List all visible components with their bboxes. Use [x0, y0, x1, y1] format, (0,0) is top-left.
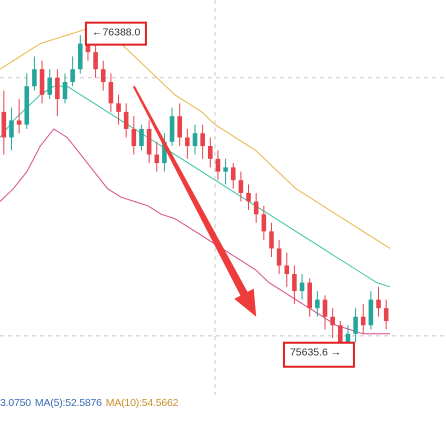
volume-value: 3.0750: [0, 397, 31, 409]
candle-body-16: [123, 111, 129, 129]
volume-ma10: MA(10):54.5662: [105, 397, 179, 409]
candle-body-46: [353, 316, 358, 334]
low-marker-box: [282, 341, 355, 368]
candle-body-34: [261, 214, 267, 232]
candle-body-45: [345, 333, 351, 343]
candle-body-1: [9, 120, 14, 138]
candle-body-0: [1, 111, 7, 138]
candle-body-28: [215, 158, 221, 172]
candle-body-6: [47, 77, 52, 95]
candle-body-25: [192, 133, 198, 147]
series-line-1: [0, 85, 391, 288]
candle-body-9: [70, 69, 75, 83]
candle-body-29: [223, 167, 228, 172]
candle-body-43: [330, 316, 335, 326]
candle-body-32: [246, 192, 251, 202]
candles: [1, 31, 389, 353]
candle-body-35: [269, 231, 274, 249]
annotation-arrow: [132, 85, 257, 317]
arrow-shape: [132, 85, 257, 317]
candle-body-49: [376, 299, 381, 309]
candle-body-15: [116, 103, 121, 112]
candle-body-30: [230, 167, 236, 181]
candle-body-36: [276, 248, 282, 266]
volume-ma5: MA(5):52.5876: [34, 397, 102, 409]
volume-indicator-row: 3.0750 MA(5):52.5876 MA(10):54.5662: [0, 397, 182, 409]
candle-body-20: [154, 154, 160, 164]
candle-body-11: [85, 43, 91, 53]
candle-body-26: [200, 133, 205, 147]
candle-body-37: [284, 265, 290, 275]
series-lines: [0, 25, 391, 335]
grid: [0, 0, 446, 395]
candle-body-22: [169, 116, 175, 142]
series-line-0: [0, 25, 391, 249]
high-marker-label: ←76388.0: [92, 27, 141, 39]
candle-body-48: [368, 299, 374, 326]
candle-body-41: [315, 299, 320, 309]
candle-body-3: [24, 86, 30, 125]
low-marker: 75635.6 →: [282, 341, 355, 368]
candle-body-21: [162, 141, 167, 164]
candle-body-12: [93, 52, 98, 70]
candle-body-18: [139, 128, 144, 147]
candle-body-17: [131, 128, 137, 147]
candle-body-19: [146, 128, 152, 155]
candle-body-13: [100, 69, 106, 83]
candle-body-42: [322, 299, 328, 317]
low-marker-label: 75635.6 →: [290, 347, 341, 359]
candle-body-14: [108, 82, 114, 104]
series-line-2: [0, 128, 390, 335]
candle-body-39: [299, 282, 305, 292]
candle-body-10: [78, 43, 83, 70]
candle-body-24: [185, 137, 190, 147]
high-marker-box: [84, 21, 147, 46]
candle-body-2: [16, 120, 22, 125]
high-marker: ←76388.0: [84, 21, 147, 46]
candle-body-38: [292, 274, 297, 292]
candle-body-31: [238, 180, 244, 193]
candle-body-7: [55, 77, 60, 100]
candle-body-8: [62, 82, 68, 100]
candle-body-40: [307, 282, 312, 309]
candle-body-44: [338, 325, 343, 343]
candle-body-33: [253, 201, 259, 215]
candle-body-50: [383, 308, 389, 321]
candle-body-27: [208, 146, 213, 159]
candle-body-4: [32, 69, 37, 87]
candle-body-47: [360, 316, 366, 326]
candle-body-5: [39, 69, 45, 95]
candle-body-23: [177, 116, 182, 138]
